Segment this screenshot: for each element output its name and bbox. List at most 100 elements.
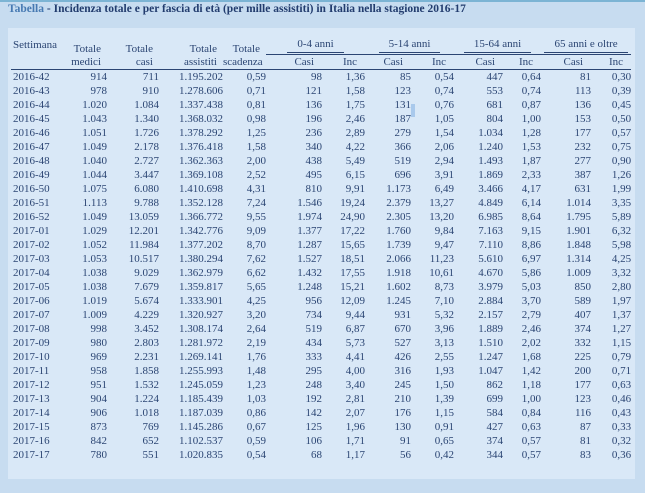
table-cell: 6.080 — [134, 183, 159, 195]
table-cell: 0,43 — [611, 407, 632, 419]
table-cell: 10,61 — [429, 267, 455, 279]
table-cell: 2.305 — [386, 211, 412, 223]
table-cell: 0,87 — [521, 99, 542, 111]
table-cell: 699 — [486, 393, 504, 405]
table-cell: 810 — [305, 183, 323, 195]
header-group-15-64: 15-64 anni — [454, 38, 542, 55]
table-cell: 3,20 — [246, 309, 266, 321]
table-row: 2016-44 1.020 1.084 1.337.438 0,81 136 1… — [11, 98, 631, 112]
table-cell: 0,59 — [246, 435, 266, 447]
table-cell: 734 — [305, 309, 323, 321]
table-cell: 177 — [574, 379, 592, 391]
subheader-inc: Inc — [503, 54, 542, 70]
table-cell: 407 — [574, 309, 592, 321]
table-row: 2017-05 1.038 7.679 1.359.817 5,65 1.248… — [11, 280, 631, 294]
table-cell: 1.040 — [82, 155, 107, 167]
table-cell: 553 — [486, 85, 504, 97]
table-cell: 0,76 — [434, 99, 455, 111]
table-cell: 426 — [394, 351, 412, 363]
table-cell: 1.362.363 — [179, 155, 223, 167]
table-cell: 1.760 — [386, 225, 412, 237]
table-cell: 1.047 — [478, 365, 504, 377]
table-cell: 2,07 — [345, 407, 366, 419]
table-cell: 1.377 — [297, 225, 322, 237]
table-cell: 1.018 — [134, 407, 159, 419]
table-cell: 1.019 — [82, 295, 107, 307]
table-cell: 1.038 — [82, 267, 107, 279]
table-cell: 0,57 — [521, 435, 542, 447]
table-cell: 427 — [486, 421, 504, 433]
table-cell: 248 — [305, 379, 323, 391]
table-cell-settimana: 2017-10 — [13, 351, 50, 363]
table-cell: 4.670 — [478, 267, 504, 279]
table-cell-settimana: 2016-44 — [13, 99, 50, 111]
table-cell: 1.051 — [82, 127, 107, 139]
table-cell: 1.432 — [297, 267, 322, 279]
header-settimana: Settimana — [11, 38, 69, 70]
table-cell: 1.493 — [478, 155, 504, 167]
table-cell: 2,94 — [434, 155, 455, 167]
table-cell-settimana: 2016-48 — [13, 155, 50, 167]
table-cell: 225 — [574, 351, 592, 363]
table-cell: 1.532 — [134, 379, 159, 391]
table-cell: 106 — [305, 435, 323, 447]
table-cell: 81 — [580, 71, 592, 83]
table-cell: 1,48 — [246, 365, 266, 377]
table-cell: 9.029 — [134, 267, 159, 279]
table-cell: 1.043 — [82, 113, 107, 125]
table-cell: 295 — [305, 365, 323, 377]
table-cell: 696 — [394, 169, 412, 181]
table-cell: 1,00 — [521, 393, 542, 405]
table-cell: 8,70 — [246, 239, 266, 251]
table-cell: 1.014 — [566, 197, 592, 209]
table-cell: 2,06 — [434, 141, 455, 153]
table-cell: 8,86 — [521, 239, 542, 251]
table-row: 2016-43 978 910 1.278.606 0,71 121 1,58 … — [11, 84, 631, 98]
table-cell: 4,25 — [611, 253, 632, 265]
table-cell: 1.034 — [478, 127, 504, 139]
table-cell: 8,64 — [521, 211, 542, 223]
table-cell: 1,15 — [434, 407, 455, 419]
table-cell-settimana: 2017-08 — [13, 323, 50, 335]
table-body: 2016-42 914 711 1.195.202 0,59 98 1,36 8… — [11, 70, 631, 463]
table-cell: 0,39 — [611, 85, 632, 97]
table-cell: 1,54 — [434, 127, 455, 139]
table-cell: 958 — [90, 365, 108, 377]
table-cell: 0,46 — [611, 393, 632, 405]
table-cell: 0,98 — [246, 113, 266, 125]
table-row: 2017-14 906 1.018 1.187.039 0,86 142 2,0… — [11, 406, 631, 420]
table-cell: 24,90 — [340, 211, 366, 223]
table-row: 2016-52 1.049 13.059 1.366.772 9,55 1.97… — [11, 210, 631, 224]
table-cell: 1,96 — [345, 421, 366, 433]
table-cell: 1,42 — [521, 365, 542, 377]
table-cell: 98 — [311, 71, 322, 83]
table-cell: 0,45 — [611, 99, 632, 111]
table-row: 2017-04 1.038 9.029 1.362.979 6,62 1.432… — [11, 266, 631, 280]
table-cell: 1,03 — [246, 393, 266, 405]
table-cell: 9,09 — [246, 225, 266, 237]
table-cell: 0,71 — [611, 365, 632, 377]
table-cell: 3,13 — [434, 337, 455, 349]
table-row: 2016-49 1.044 3.447 1.369.108 2,52 495 6… — [11, 168, 631, 182]
table-cell: 1.052 — [82, 239, 107, 251]
table-cell: 2,64 — [246, 323, 266, 335]
table-cell: 1.795 — [566, 211, 592, 223]
table-cell: 1.359.817 — [179, 281, 223, 293]
table-cell-settimana: 2017-01 — [13, 225, 50, 237]
table-row: 2017-12 951 1.532 1.245.059 1,23 248 3,4… — [11, 378, 631, 392]
table-cell-settimana: 2016-52 — [13, 211, 50, 223]
table-cell-settimana: 2017-15 — [13, 421, 50, 433]
table-cell: 2,80 — [611, 281, 632, 293]
subheader-inc: Inc — [411, 54, 455, 70]
table-cell: 1,27 — [611, 323, 632, 335]
table-cell: 5,98 — [611, 239, 632, 251]
table-cell: 2.884 — [478, 295, 504, 307]
table-cell: 1.377.202 — [179, 239, 223, 251]
table-cell: 527 — [394, 337, 412, 349]
table-cell: 842 — [90, 435, 108, 447]
table-cell: 9,55 — [246, 211, 266, 223]
table-cell: 495 — [305, 169, 323, 181]
table-cell: 4.849 — [478, 197, 504, 209]
table-cell-settimana: 2016-47 — [13, 141, 50, 153]
table-cell: 1.038 — [82, 281, 107, 293]
